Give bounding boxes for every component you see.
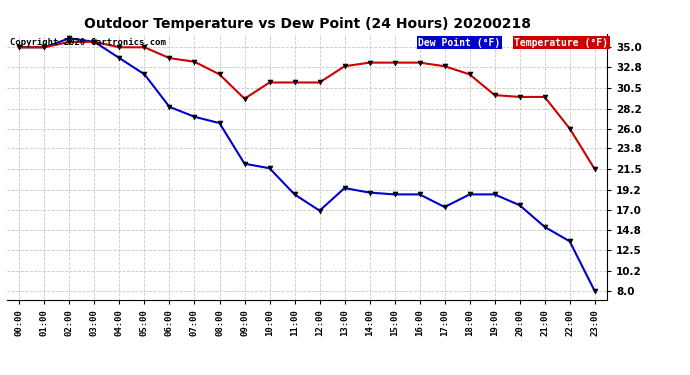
Text: Temperature (°F): Temperature (°F) <box>514 38 608 48</box>
Text: Dew Point (°F): Dew Point (°F) <box>418 38 500 48</box>
Title: Outdoor Temperature vs Dew Point (24 Hours) 20200218: Outdoor Temperature vs Dew Point (24 Hou… <box>83 17 531 31</box>
Text: Copyright 2020 Cartronics.com: Copyright 2020 Cartronics.com <box>10 38 166 47</box>
